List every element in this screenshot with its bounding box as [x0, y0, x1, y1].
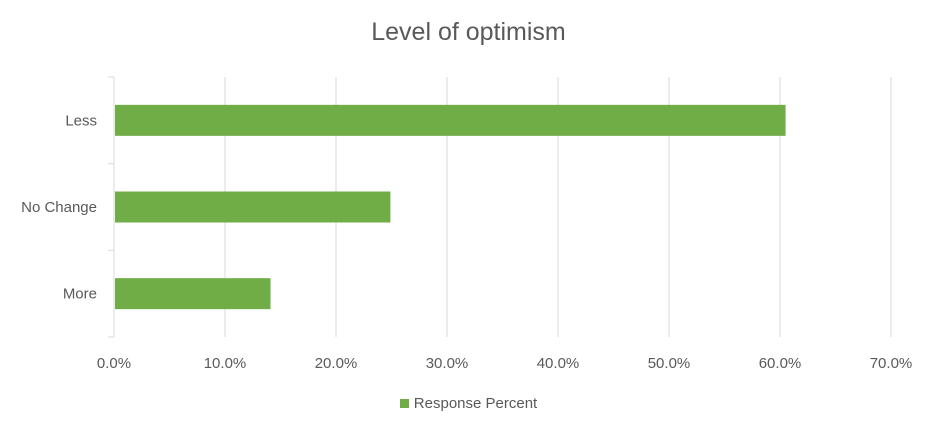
category-label: Less — [65, 112, 97, 129]
chart-title: Level of optimism — [371, 18, 566, 46]
category-label: More — [63, 286, 97, 303]
x-tick-label: 30.0% — [426, 355, 469, 372]
legend: Response Percent — [0, 395, 937, 412]
category-label: No Change — [21, 199, 97, 216]
x-tick-label: 0.0% — [97, 355, 131, 372]
x-tick-label: 40.0% — [537, 355, 580, 372]
legend-label: Response Percent — [413, 395, 538, 412]
bar — [115, 191, 391, 223]
x-tick-label: 20.0% — [315, 355, 358, 372]
x-tick-label: 50.0% — [648, 355, 691, 372]
x-tick-label: 60.0% — [759, 355, 802, 372]
legend-swatch — [399, 398, 409, 408]
bar — [115, 278, 271, 310]
bar — [115, 104, 786, 136]
x-tick-label: 70.0% — [870, 355, 913, 372]
x-tick-label: 10.0% — [204, 355, 247, 372]
